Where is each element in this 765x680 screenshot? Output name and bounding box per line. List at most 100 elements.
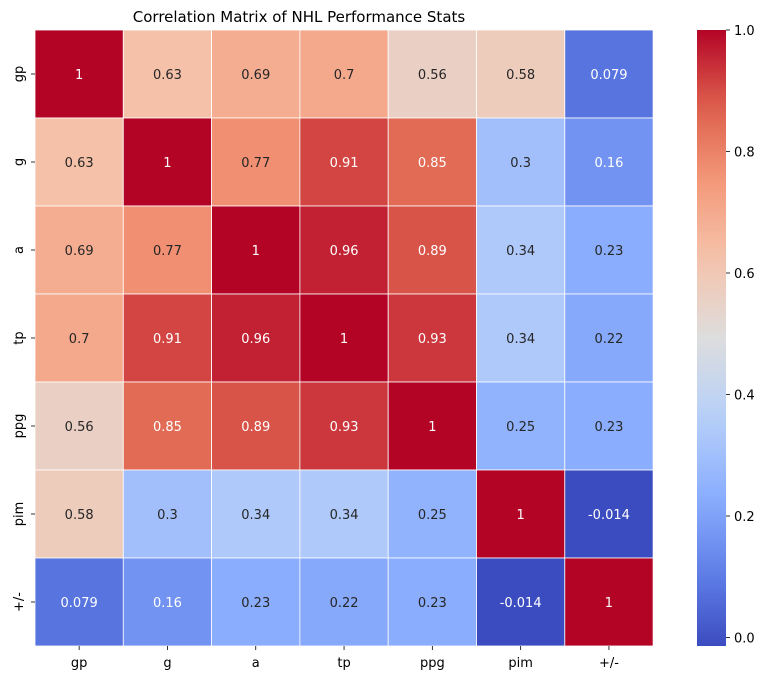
cell-value-label: 0.079 [590, 68, 627, 83]
heatmap-cell [211, 117, 301, 207]
cell-value-label: 0.25 [418, 508, 447, 523]
cell-value-label: 1 [340, 332, 348, 347]
cell-value-label: 0.16 [153, 596, 182, 611]
cell-value-label: 0.93 [330, 420, 359, 435]
x-tick-label: g [163, 656, 171, 671]
cell-value-label: 0.56 [418, 68, 447, 83]
heatmap-cell [34, 381, 124, 471]
heatmap-cell [34, 205, 124, 295]
cell-value-label: 0.63 [65, 156, 94, 171]
heatmap-cell [476, 293, 566, 383]
colorbar-tick-label: 0.6 [734, 267, 755, 282]
heatmap-cell [34, 293, 124, 383]
heatmap-cell [476, 205, 566, 295]
heatmap-cell [387, 117, 477, 207]
heatmap-cell [34, 29, 124, 119]
heatmap-cell [564, 557, 654, 647]
cell-value-label: 0.34 [506, 244, 535, 259]
cell-value-label: 0.89 [418, 244, 447, 259]
heatmap-cell [476, 557, 566, 647]
heatmap-cell [122, 205, 213, 295]
cell-value-label: 0.91 [153, 332, 182, 347]
heatmap-cell [564, 381, 654, 471]
cell-value-label: 0.23 [418, 596, 447, 611]
heatmap-cell [387, 205, 477, 295]
cell-value-label: 0.69 [65, 244, 94, 259]
y-tick-label: tp [12, 331, 27, 344]
cell-value-label: 0.85 [153, 420, 182, 435]
heatmap-cell [34, 117, 124, 207]
x-tick-label: +/- [599, 656, 619, 671]
heatmap-cell [476, 117, 566, 207]
cell-value-label: 1 [163, 156, 171, 171]
heatmap-cell [122, 469, 213, 559]
heatmap-cell [34, 557, 124, 647]
heatmap-cell [387, 557, 477, 647]
cell-value-label: 1 [517, 508, 525, 523]
heatmap-cell [299, 469, 389, 559]
cell-value-label: 0.69 [241, 68, 270, 83]
x-tick-label: ppg [420, 656, 445, 671]
cell-value-label: 0.23 [594, 244, 623, 259]
heatmap-cell [387, 469, 477, 559]
cell-value-label: 0.7 [69, 332, 90, 347]
cell-value-label: 0.34 [330, 508, 359, 523]
x-tick-label: gp [71, 656, 88, 671]
colorbar-tick-label: 1.0 [734, 24, 755, 39]
y-tick-label: a [12, 246, 27, 254]
heatmap-cell [211, 557, 301, 647]
x-tick-label: tp [337, 656, 350, 671]
y-tick-label: gp [12, 66, 27, 83]
y-tick-label: ppg [12, 414, 27, 439]
cell-value-label: 0.77 [153, 244, 182, 259]
cell-value-label: 1 [75, 68, 83, 83]
colorbar-gradient [697, 30, 726, 646]
colorbar-tick-label: 0.0 [734, 631, 755, 646]
cell-value-label: 0.23 [241, 596, 270, 611]
cell-value-label: 0.56 [65, 420, 94, 435]
heatmap-cell [564, 205, 654, 295]
cell-value-label: 0.34 [506, 332, 535, 347]
heatmap-cell [122, 29, 213, 119]
colorbar-tick-label: 0.4 [734, 388, 755, 403]
cell-value-label: 0.96 [241, 332, 270, 347]
heatmap-cell [299, 205, 389, 295]
cell-value-label: -0.014 [500, 596, 542, 611]
heatmap-cell [476, 29, 566, 119]
x-tick-label: pim [508, 656, 533, 671]
cell-value-label: 1 [428, 420, 436, 435]
x-tick-label: a [252, 656, 260, 671]
cell-value-label: 0.58 [506, 68, 535, 83]
chart-title: Correlation Matrix of NHL Performance St… [133, 8, 466, 26]
y-tick-label: pim [12, 502, 27, 527]
heatmap-cell [211, 205, 301, 295]
heatmap-cell [299, 557, 389, 647]
heatmap-cell-labels: 1 0.63 0.69 0.7 0.56 0.58 0.079 0.63 1 0.77 0.91 0.… [61, 68, 630, 611]
y-tick-label: +/- [12, 592, 27, 612]
cell-value-label: -0.014 [588, 508, 630, 523]
y-tick-label: g [12, 158, 27, 166]
heatmap-cell [122, 293, 213, 383]
y-axis: gp g a tp ppg pim +/- [12, 66, 35, 612]
heatmap-cell [34, 469, 124, 559]
cell-value-label: 1 [252, 244, 260, 259]
heatmap-cell [211, 469, 301, 559]
cell-value-label: 0.77 [241, 156, 270, 171]
cell-value-label: 0.25 [506, 420, 535, 435]
cell-value-label: 1 [605, 596, 613, 611]
cell-value-label: 0.91 [330, 156, 359, 171]
cell-value-label: 0.89 [241, 420, 270, 435]
heatmap-cell [211, 381, 301, 471]
cell-value-label: 0.16 [594, 156, 623, 171]
cell-value-label: 0.85 [418, 156, 447, 171]
heatmap-cell [564, 469, 654, 559]
colorbar-tick-label: 0.2 [734, 510, 755, 525]
cell-value-label: 0.079 [61, 596, 98, 611]
cell-value-label: 0.7 [334, 68, 355, 83]
colorbar-tick-label: 0.8 [734, 145, 755, 160]
heatmap-cell [211, 29, 301, 119]
x-axis: gp g a tp ppg pim +/- [71, 646, 619, 671]
heatmap-cell [299, 293, 389, 383]
cell-value-label: 0.3 [510, 156, 531, 171]
